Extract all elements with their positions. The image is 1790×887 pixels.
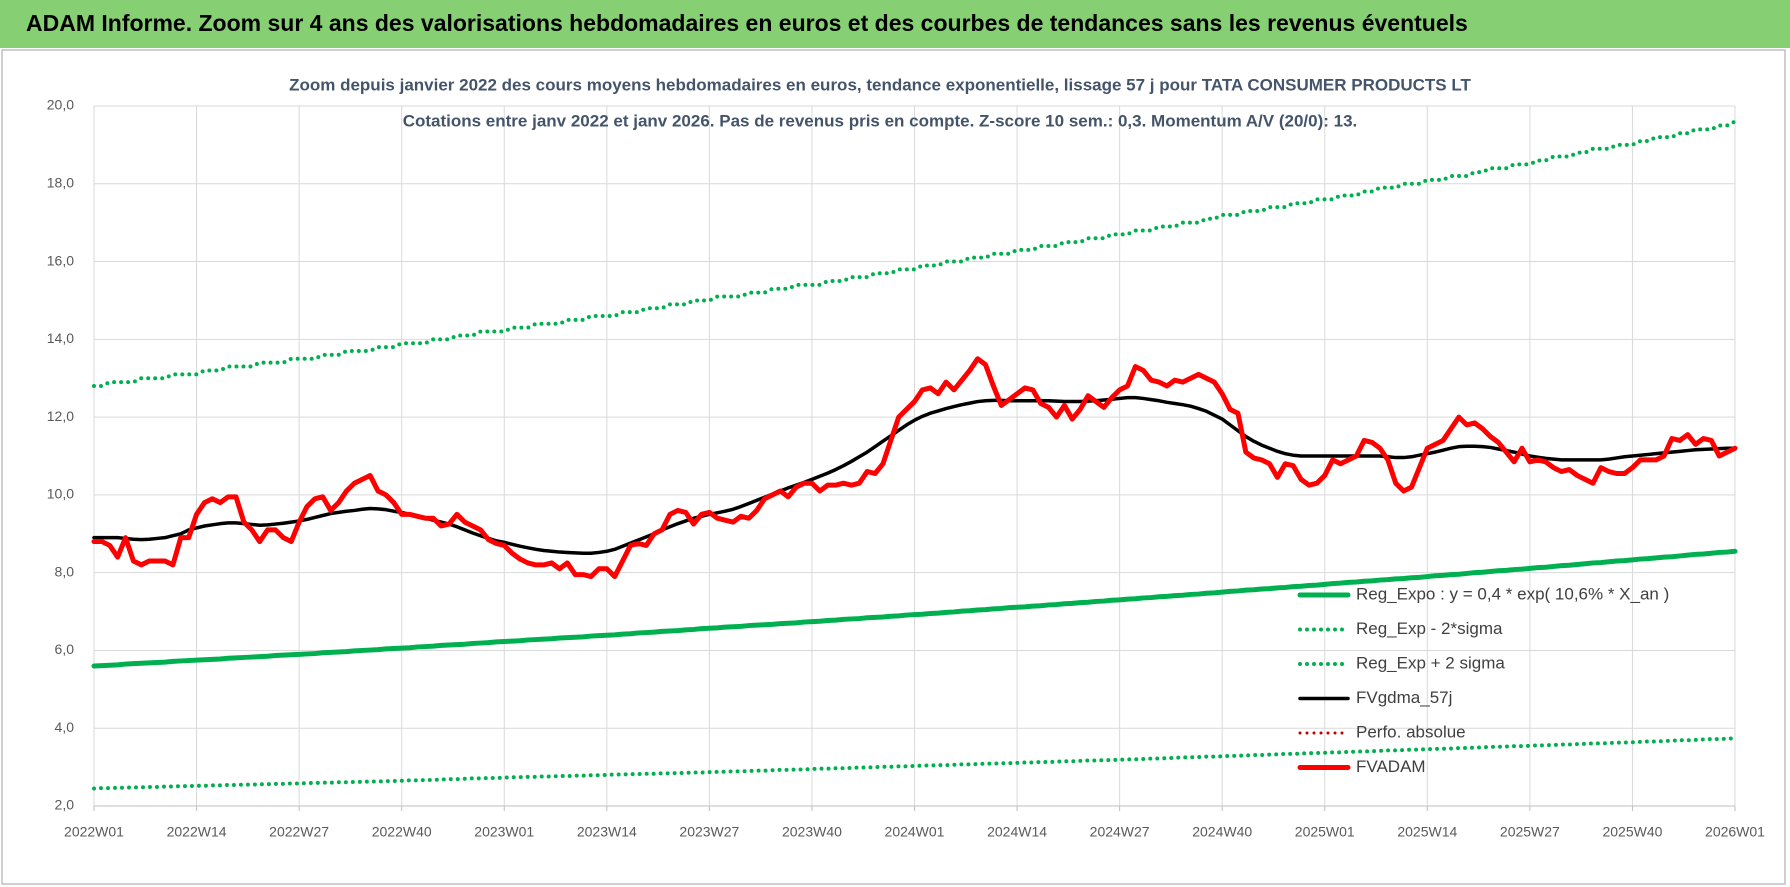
x-tick-label: 2025W27 (1500, 824, 1560, 840)
header-title: ADAM Informe. Zoom sur 4 ans des valoris… (26, 10, 1468, 36)
x-tick-label: 2025W01 (1295, 824, 1355, 840)
series-line (91, 548, 1738, 669)
y-tick-label: 12,0 (47, 408, 74, 424)
x-tick-label: 2025W40 (1602, 824, 1662, 840)
x-tick-label: 2023W01 (474, 824, 534, 840)
y-tick-label: 6,0 (55, 641, 75, 657)
series-line (92, 119, 1737, 388)
y-tick-label: 10,0 (47, 486, 74, 502)
x-tick-label: 2024W27 (1090, 824, 1150, 840)
y-tick-label: 8,0 (55, 563, 75, 579)
legend-label: Reg_Exp - 2*sigma (1356, 619, 1503, 638)
x-tick-label: 2024W14 (987, 824, 1047, 840)
y-tick-label: 18,0 (47, 174, 74, 190)
x-tick-label: 2023W27 (679, 824, 739, 840)
series-line (92, 736, 1737, 791)
chart-border (1, 49, 1786, 885)
legend-label: Reg_Expo : y = 0,4 * exp( 10,6% * X_an ) (1356, 584, 1669, 603)
chart-title: Zoom depuis janvier 2022 des cours moyen… (289, 75, 1471, 94)
legend-label: FVgdma_57j (1356, 688, 1452, 707)
series-line (91, 356, 1738, 580)
x-tick-label: 2022W27 (269, 824, 329, 840)
y-tick-label: 4,0 (55, 719, 75, 735)
x-tick-label: 2023W14 (577, 824, 637, 840)
series-line (92, 395, 1737, 555)
x-tick-label: 2022W14 (167, 824, 227, 840)
legend: Reg_Expo : y = 0,4 * exp( 10,6% * X_an )… (1297, 584, 1669, 776)
x-tick-label: 2026W01 (1705, 824, 1765, 840)
x-tick-label: 2022W01 (64, 824, 124, 840)
x-tick-label: 2025W14 (1397, 824, 1457, 840)
y-tick-label: 14,0 (47, 330, 74, 346)
y-tick-label: 2,0 (55, 797, 75, 813)
y-tick-label: 20,0 (47, 97, 74, 113)
legend-label: Perfo. absolue (1356, 722, 1466, 741)
grid (93, 105, 1736, 807)
x-tick-label: 2023W40 (782, 824, 842, 840)
y-tick-label: 16,0 (47, 252, 74, 268)
legend-label: FVADAM (1356, 757, 1426, 776)
header-bar (0, 0, 1790, 48)
x-tick-label: 2024W01 (885, 824, 945, 840)
legend-label: Reg_Exp + 2 sigma (1356, 653, 1505, 672)
x-tick-label: 2022W40 (372, 824, 432, 840)
x-tick-label: 2024W40 (1192, 824, 1252, 840)
chart-subtitle: Cotations entre janv 2022 et janv 2026. … (403, 111, 1358, 130)
